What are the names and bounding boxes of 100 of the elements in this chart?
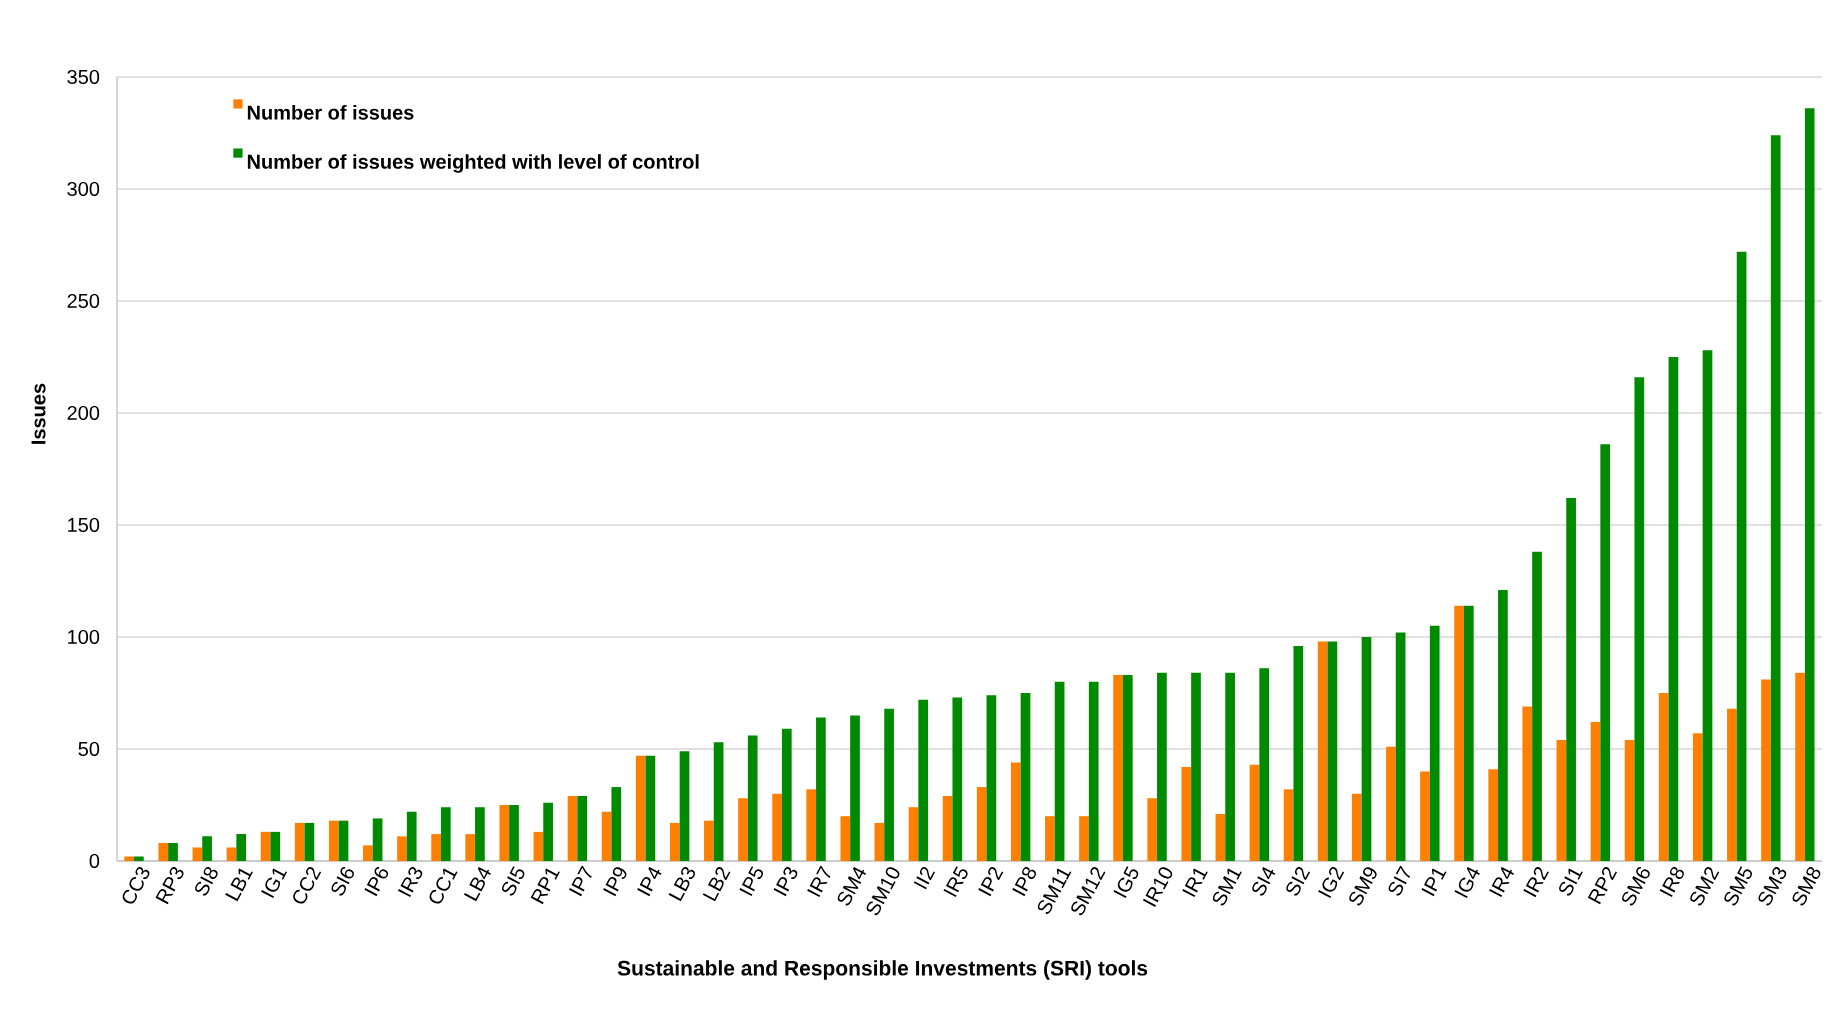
x-axis-title: Sustainable and Responsible Investments (SRI) tools — [617, 960, 1148, 980]
bar — [372, 818, 383, 861]
bar — [1088, 681, 1099, 861]
bar — [1590, 722, 1601, 861]
x-tick-label: SI5 — [501, 866, 525, 896]
x-tick-label: SM3 — [1758, 867, 1787, 906]
bar — [1454, 605, 1464, 861]
bar — [884, 708, 894, 861]
x-tick-label: IR4 — [1489, 867, 1514, 898]
bar — [772, 793, 782, 861]
x-tick-label: SI8 — [195, 867, 218, 896]
bar — [270, 831, 281, 861]
bar — [397, 836, 407, 861]
bar — [577, 796, 588, 861]
bar — [1702, 350, 1713, 861]
x-tick-label: IG5 — [1113, 866, 1139, 899]
bar — [1181, 766, 1192, 861]
bar — [747, 735, 758, 861]
x-tick-label: RP3 — [155, 867, 184, 905]
bar — [1351, 793, 1362, 861]
bar — [1770, 135, 1781, 861]
bar — [158, 843, 169, 861]
bar — [509, 804, 519, 861]
bar — [1795, 672, 1805, 861]
bar — [952, 697, 963, 861]
y-tick-label: 300 — [67, 181, 100, 197]
bar — [1804, 108, 1815, 861]
bar — [1157, 672, 1167, 861]
bar — [1556, 740, 1567, 861]
bar — [236, 834, 247, 861]
bar — [1317, 641, 1328, 861]
bar — [1283, 789, 1294, 861]
bar — [1761, 679, 1771, 861]
bar — [168, 843, 178, 861]
bar — [1191, 672, 1201, 861]
x-tick-label: IR2 — [1523, 867, 1549, 898]
bar — [1532, 551, 1542, 861]
x-tick-label: IP1 — [1421, 868, 1447, 897]
x-tick-label: IR8 — [1659, 867, 1684, 898]
bar — [669, 822, 680, 861]
bar — [338, 820, 349, 861]
legend-label: Number of issues weighted with level of control — [247, 154, 699, 173]
bar — [304, 822, 315, 861]
bar — [1420, 771, 1430, 861]
bar — [1634, 377, 1645, 861]
bar — [816, 717, 826, 861]
x-tick-label: IP7 — [569, 865, 592, 897]
bar — [1122, 675, 1133, 861]
x-tick-label: CC2 — [293, 867, 322, 904]
bar — [440, 807, 451, 861]
x-tick-label: SM1 — [1212, 868, 1242, 906]
bar — [781, 728, 792, 861]
bar — [1488, 769, 1499, 861]
bar — [134, 856, 144, 861]
bar — [1327, 641, 1338, 861]
x-tick-label: LB2 — [702, 867, 731, 902]
bar — [567, 796, 578, 861]
bar — [1361, 636, 1372, 861]
x-tick-label: SM4 — [837, 867, 867, 906]
bar — [465, 834, 476, 861]
bar — [1736, 251, 1747, 861]
bar — [1727, 708, 1737, 861]
bar — [1566, 498, 1576, 861]
x-tick-label: IG1 — [261, 868, 288, 899]
bar — [738, 798, 748, 861]
bar — [840, 816, 851, 861]
bar — [1658, 692, 1669, 861]
legend-label: Number of issues — [247, 104, 414, 120]
bar — [1045, 816, 1055, 861]
x-tick-label: IP5 — [739, 866, 764, 897]
x-tick-label: RP1 — [530, 868, 560, 905]
bar — [1113, 675, 1123, 861]
bar — [1010, 762, 1021, 861]
bar — [294, 822, 305, 861]
bar — [1463, 605, 1474, 861]
bar — [543, 802, 553, 861]
bar — [1522, 706, 1533, 861]
bar — [1293, 645, 1304, 861]
bar — [918, 699, 929, 861]
bar — [806, 789, 817, 861]
bar — [1215, 813, 1226, 861]
bar — [124, 856, 135, 861]
y-tick-label: 150 — [68, 517, 100, 533]
x-tick-label: IP3 — [773, 867, 798, 897]
bar — [1020, 692, 1031, 861]
bar — [192, 847, 203, 861]
x-tick-label: IG2 — [1318, 867, 1345, 899]
x-tick-label: SM2 — [1690, 867, 1720, 906]
bar — [635, 755, 646, 861]
bar — [499, 804, 510, 861]
y-tick-label: 50 — [78, 741, 100, 757]
bar — [1600, 444, 1611, 861]
x-tick-label: IR10 — [1142, 867, 1173, 907]
bar — [942, 796, 953, 861]
bar — [850, 715, 860, 861]
x-tick-label: SM8 — [1792, 867, 1821, 906]
bar — [1668, 356, 1679, 861]
x-tick-label: IG4 — [1454, 867, 1480, 899]
bar — [986, 695, 997, 861]
bar — [679, 751, 690, 861]
